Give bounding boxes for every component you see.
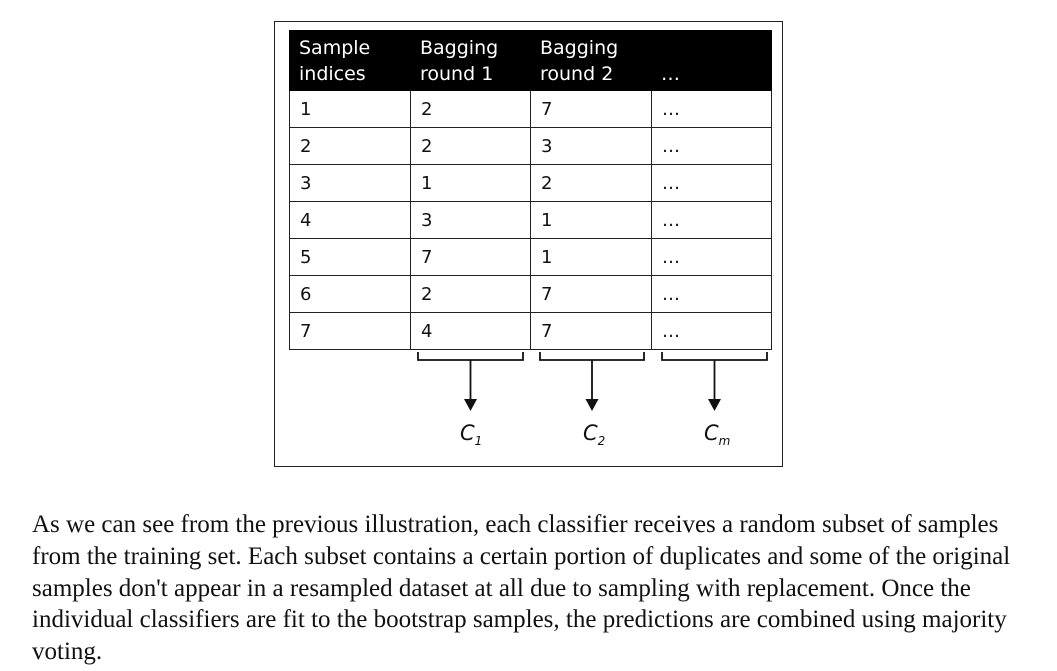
table-cell: 2 bbox=[410, 127, 531, 165]
table-cell: … bbox=[651, 164, 772, 202]
bracket-round-2 bbox=[539, 352, 645, 361]
header-line-2: … bbox=[661, 63, 680, 85]
classifier-c2: C2 bbox=[583, 421, 605, 448]
header-bagging-round-1: Bagging round 1 bbox=[410, 30, 531, 91]
header-ellipsis: … bbox=[651, 30, 772, 91]
arrow-head-2 bbox=[585, 399, 599, 411]
table-cell: 4 bbox=[410, 312, 531, 350]
bracket-round-1 bbox=[417, 352, 524, 361]
table-row: 2 2 3 … bbox=[289, 127, 772, 165]
header-line-2: round 1 bbox=[420, 63, 494, 85]
table-cell: … bbox=[651, 127, 772, 165]
header-line-1: Sample bbox=[299, 37, 371, 59]
classifier-cm: Cm bbox=[704, 421, 730, 448]
table-cell: 7 bbox=[530, 90, 652, 128]
header-line-1: Bagging bbox=[420, 37, 499, 59]
classifier-c1: C1 bbox=[460, 421, 482, 448]
table-cell: … bbox=[651, 312, 772, 350]
header-line-1: Bagging bbox=[540, 37, 619, 59]
bracket-round-m bbox=[661, 352, 768, 361]
table-cell: 7 bbox=[410, 238, 531, 276]
table-header-row: Sample indices Bagging round 1 Bagging roun… bbox=[289, 30, 772, 91]
header-line-2: round 2 bbox=[540, 63, 614, 85]
table-row: 1 2 7 … bbox=[289, 90, 772, 128]
table-cell: … bbox=[651, 90, 772, 128]
bagging-table: Sample indices Bagging round 1 Bagging roun… bbox=[289, 30, 772, 350]
table-row: 7 4 7 … bbox=[289, 312, 772, 350]
table-cell: 7 bbox=[289, 312, 411, 350]
table-cell: 2 bbox=[530, 164, 652, 202]
table-cell: … bbox=[651, 275, 772, 313]
table-row: 3 1 2 … bbox=[289, 164, 772, 202]
table-cell: … bbox=[651, 238, 772, 276]
header-line-2: indices bbox=[299, 63, 366, 85]
caption-paragraph: As we can see from the previous illustra… bbox=[32, 511, 1011, 666]
header-bagging-round-2: Bagging round 2 bbox=[530, 30, 652, 91]
figure-frame bbox=[274, 21, 783, 467]
table-cell: 1 bbox=[289, 90, 411, 128]
arrow-head-m bbox=[708, 399, 721, 411]
table-cell: 3 bbox=[410, 201, 531, 239]
table-cell: 7 bbox=[530, 312, 652, 350]
arrow-head-1 bbox=[464, 399, 477, 411]
